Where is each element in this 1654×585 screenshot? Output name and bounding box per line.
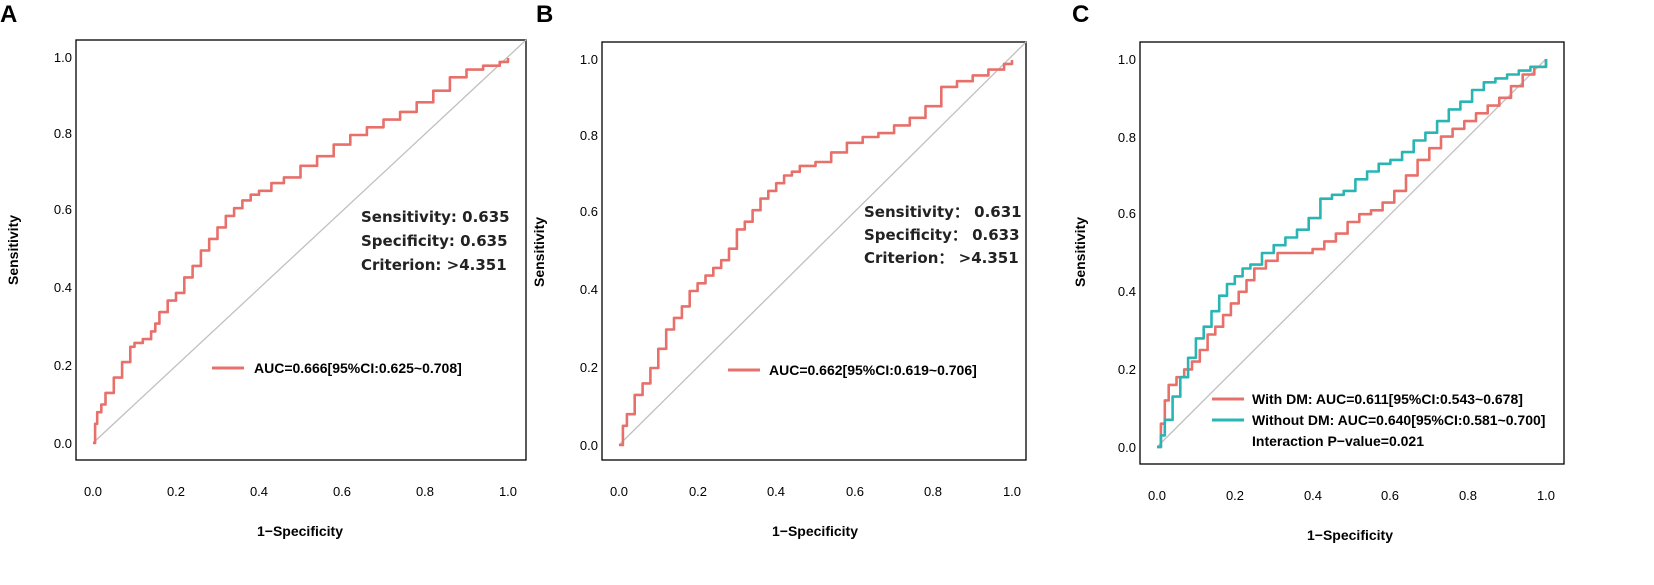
panel-c-x-axis-title: 1−Specificity — [1307, 527, 1393, 543]
panel-c-y-tick-label: 0.2 — [1118, 362, 1136, 377]
panel-a-roc-curve-0 — [93, 58, 510, 445]
panel-c-x-tick-label: 0.6 — [1381, 488, 1399, 503]
panel-b-y-ticks: 0.0 0.2 0.4 0.6 0.8 1.0 — [580, 52, 598, 453]
panel-c-plot-frame — [1139, 41, 1565, 465]
panel-b-x-tick-label: 0.4 — [767, 484, 785, 499]
panel-a-y-tick-label: 0.6 — [54, 202, 72, 217]
panel-a-x-axis-title: 1−Specificity — [257, 523, 343, 539]
panel-a-x-tick-label: 0.6 — [333, 484, 351, 499]
panel-a-y-ticks: 0.0 0.2 0.4 0.6 0.8 1.0 — [54, 50, 72, 451]
panel-a-letter: A — [0, 1, 17, 28]
panel-b-y-tick-label: 0.2 — [580, 360, 598, 375]
panel-c-reference-diagonal — [1156, 58, 1547, 448]
panel-a-reference-diagonal — [92, 39, 527, 444]
panel-a-y-tick-label: 0.4 — [54, 280, 72, 295]
panel-a-x-tick-label: 0.8 — [416, 484, 434, 499]
panel-c-legend-label-without-dm: Without DM: AUC=0.640[95%CI:0.581~0.700] — [1252, 412, 1545, 428]
panel-a-x-tick-label: 0.2 — [167, 484, 185, 499]
panel-a-annotation-sensitivity: Sensitivity: 0.635 — [361, 208, 510, 226]
panel-b-x-tick-label: 0.2 — [689, 484, 707, 499]
panel-c-letter: C — [1072, 1, 1089, 28]
panel-a-x-tick-label: 1.0 — [499, 484, 517, 499]
panel-b-y-tick-label: 0.0 — [580, 438, 598, 453]
panel-b-x-tick-label: 0.0 — [610, 484, 628, 499]
panel-b-x-tick-label: 1.0 — [1003, 484, 1021, 499]
panel-b-x-axis-title: 1−Specificity — [772, 523, 858, 539]
panel-c-y-tick-label: 0.8 — [1118, 130, 1136, 145]
panel-a-plot-frame — [75, 39, 527, 461]
panel-c-y-tick-label: 1.0 — [1118, 52, 1136, 67]
panel-b-y-tick-label: 0.6 — [580, 204, 598, 219]
panel-b-letter: B — [536, 1, 553, 28]
panel-b-annotation-criterion: Criterion： >4.351 — [864, 249, 1019, 267]
panel-a-legend-label: AUC=0.666[95%CI:0.625~0.708] — [254, 360, 462, 376]
panel-c-x-tick-label: 0.8 — [1459, 488, 1477, 503]
panel-c-x-tick-label: 0.4 — [1304, 488, 1322, 503]
panel-b-x-tick-label: 0.8 — [924, 484, 942, 499]
panel-b-x-tick-label: 0.6 — [846, 484, 864, 499]
panel-b-annotation-sensitivity: Sensitivity： 0.631 — [864, 203, 1022, 221]
panel-c-x-tick-label: 0.2 — [1226, 488, 1244, 503]
panel-b-y-tick-label: 1.0 — [580, 52, 598, 67]
panel-b-y-tick-label: 0.4 — [580, 282, 598, 297]
panel-b-annotation-specificity: Specificity： 0.633 — [864, 226, 1020, 244]
panel-b-reference-diagonal — [618, 41, 1027, 446]
panel-c-roc-curve-1 — [1157, 59, 1548, 449]
panel-c-x-tick-label: 0.0 — [1148, 488, 1166, 503]
panel-a-y-tick-label: 0.0 — [54, 436, 72, 451]
panel-c-legend-interaction-p-value: Interaction P−value=0.021 — [1252, 433, 1424, 449]
panel-a: A 0.0 0.2 0.4 0.6 0.8 1.0 0.0 0.2 0.4 0.… — [0, 1, 527, 539]
panel-c-legend-label-with-dm: With DM: AUC=0.611[95%CI:0.543~0.678] — [1252, 391, 1523, 407]
panel-b-legend-label: AUC=0.662[95%CI:0.619~0.706] — [769, 362, 977, 378]
panel-c-y-tick-label: 0.4 — [1118, 284, 1136, 299]
panel-b-x-ticks: 0.0 0.2 0.4 0.6 0.8 1.0 — [610, 484, 1021, 499]
panel-b-roc-curve-0 — [619, 60, 1014, 447]
panel-c-x-ticks: 0.0 0.2 0.4 0.6 0.8 1.0 — [1148, 488, 1555, 503]
panel-c: C 0.0 0.2 0.4 0.6 0.8 1.0 0.0 0.2 0.4 0.… — [1072, 1, 1565, 543]
panel-c-y-tick-label: 0.6 — [1118, 206, 1136, 221]
panel-b-y-tick-label: 0.8 — [580, 128, 598, 143]
panel-c-y-axis-title: Sensitivity — [1072, 217, 1088, 287]
panel-a-y-tick-label: 1.0 — [54, 50, 72, 65]
panel-b-plot-frame — [601, 41, 1027, 461]
panel-a-curves — [93, 58, 510, 445]
panel-c-y-tick-label: 0.0 — [1118, 440, 1136, 455]
panel-a-x-tick-label: 0.0 — [84, 484, 102, 499]
panel-b-y-axis-title: Sensitivity — [531, 217, 547, 287]
panel-b-curves — [619, 60, 1014, 447]
panel-a-x-ticks: 0.0 0.2 0.4 0.6 0.8 1.0 — [84, 484, 517, 499]
panel-a-y-tick-label: 0.2 — [54, 358, 72, 373]
panel-c-curves — [1157, 59, 1548, 449]
panel-a-y-tick-label: 0.8 — [54, 126, 72, 141]
panel-b: B 0.0 0.2 0.4 0.6 0.8 1.0 0.0 0.2 0.4 0.… — [531, 1, 1027, 539]
panel-a-annotation-specificity: Specificity: 0.635 — [361, 232, 508, 250]
panel-c-x-tick-label: 1.0 — [1537, 488, 1555, 503]
panel-c-y-ticks: 0.0 0.2 0.4 0.6 0.8 1.0 — [1118, 52, 1136, 455]
panel-a-y-axis-title: Sensitivity — [5, 215, 21, 285]
panel-a-x-tick-label: 0.4 — [250, 484, 268, 499]
panel-a-annotation-criterion: Criterion: >4.351 — [361, 256, 507, 274]
panel-c-roc-curve-0 — [1157, 59, 1548, 449]
